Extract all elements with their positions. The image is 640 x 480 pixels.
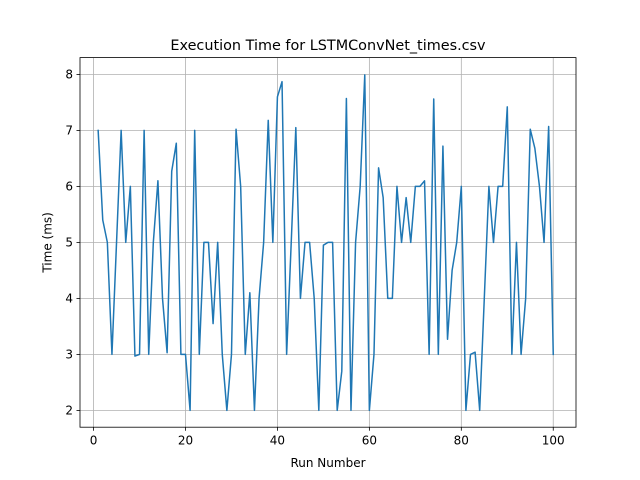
x-tick-label: 0 [90,434,98,448]
x-tick-label: 60 [362,434,377,448]
y-tick-label: 4 [65,292,73,306]
y-tick-label: 5 [65,236,73,250]
series-layer [97,74,555,412]
x-tick-label: 100 [542,434,565,448]
y-axis-ticks: 2 3 4 5 6 7 8 [65,68,80,418]
y-tick-label: 3 [65,348,73,362]
series-line [97,74,555,412]
y-tick-label: 7 [65,124,73,138]
chart-title: Execution Time for LSTMConvNet_times.csv [170,38,486,54]
x-tick-label: 20 [178,434,193,448]
x-axis-ticks: 0 20 40 60 80 100 [90,427,565,448]
x-tick-label: 40 [270,434,285,448]
x-tick-label: 80 [454,434,469,448]
x-axis-label: Run Number [290,456,365,470]
y-tick-label: 8 [65,68,73,82]
y-tick-label: 6 [65,180,73,194]
y-tick-label: 2 [65,404,73,418]
y-axis-label: Time (ms) [41,212,55,274]
